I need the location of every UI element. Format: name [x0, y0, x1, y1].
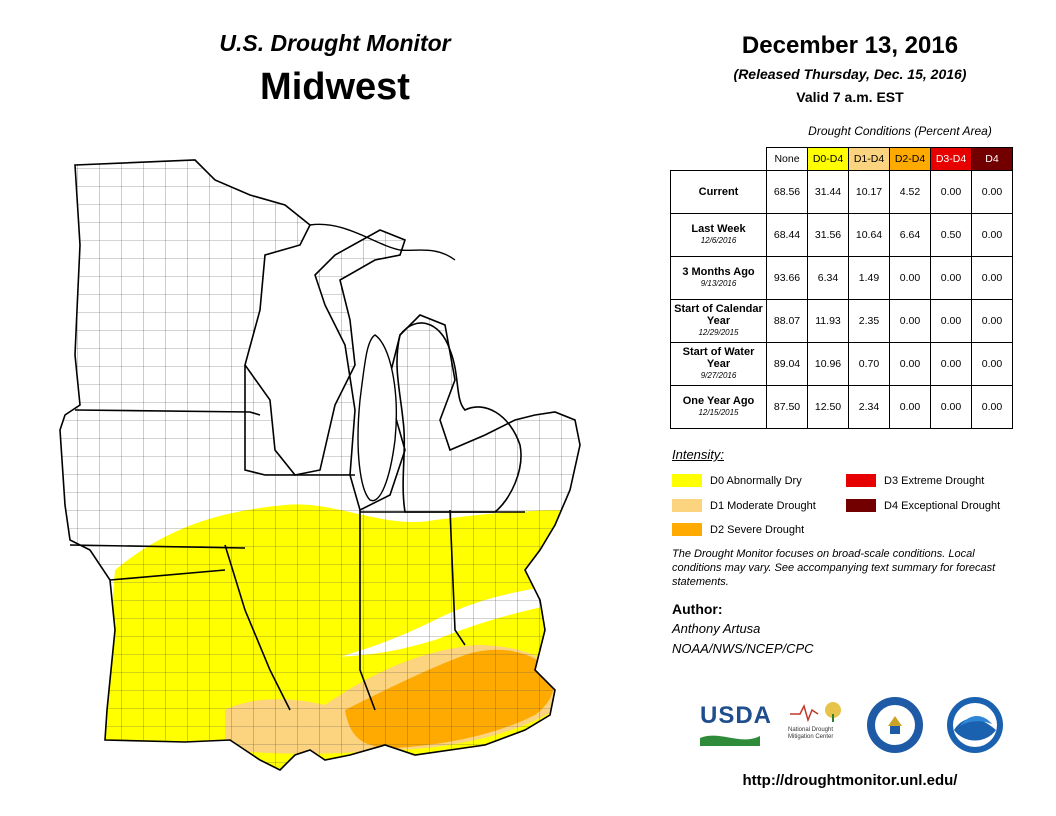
table-cell: 31.56: [807, 213, 849, 257]
table-cell: 0.00: [971, 170, 1013, 214]
column-header: D2-D4: [889, 147, 931, 171]
table-cell: 87.50: [766, 385, 808, 429]
table-cell: 2.35: [848, 299, 890, 343]
table-cell: 2.34: [848, 385, 890, 429]
legend-item-d0: D0 Abnormally Dry: [672, 474, 802, 487]
author-name: Anthony Artusa: [672, 621, 761, 636]
row-label: Start of Water Year 9/27/2016: [670, 342, 767, 386]
legend-item-d4: D4 Exceptional Drought: [846, 499, 1000, 512]
author-org: NOAA/NWS/NCEP/CPC: [672, 641, 814, 656]
drought-map: [59, 159, 581, 771]
table-cell: 0.70: [848, 342, 890, 386]
column-header: D1-D4: [848, 147, 890, 171]
drought-conditions-table: None D0-D4 D1-D4 D2-D4 D3-D4 D4 Current …: [670, 147, 1013, 429]
table-cell: 0.00: [971, 256, 1013, 300]
table-cell: 6.34: [807, 256, 849, 300]
legend-swatch: [846, 474, 876, 487]
row-label: Start of Calendar Year 12/29/2015: [670, 299, 767, 343]
table-cell: 0.00: [930, 256, 972, 300]
table-cell: 1.49: [848, 256, 890, 300]
row-label: Last Week 12/6/2016: [670, 213, 767, 257]
table-cell: 6.64: [889, 213, 931, 257]
table-cell: 68.44: [766, 213, 808, 257]
table-cell: 12.50: [807, 385, 849, 429]
table-row: Current 68.56 31.44 10.17 4.52 0.00 0.00: [670, 170, 1013, 214]
column-header: D3-D4: [930, 147, 972, 171]
legend-swatch: [672, 523, 702, 536]
map-title: U.S. Drought Monitor: [219, 30, 451, 56]
table-cell: 93.66: [766, 256, 808, 300]
table-cell: 0.00: [971, 299, 1013, 343]
legend-label: D1 Moderate Drought: [710, 499, 816, 512]
table-cell: 10.64: [848, 213, 890, 257]
usda-swoosh-icon: [700, 735, 760, 746]
table-header-row: None D0-D4 D1-D4 D2-D4 D3-D4 D4: [671, 147, 1013, 171]
disclaimer-note: The Drought Monitor focuses on broad-sca…: [672, 548, 996, 588]
legend-item-d3: D3 Extreme Drought: [846, 474, 984, 487]
author-label: Author:: [672, 601, 723, 617]
website-link[interactable]: http://droughtmonitor.unl.edu/: [742, 772, 958, 789]
legend-label: D2 Severe Drought: [710, 523, 805, 536]
table-row: One Year Ago 12/15/2015 87.50 12.50 2.34 …: [670, 385, 1013, 429]
table-cell: 0.00: [889, 342, 931, 386]
usda-logo: USDA: [700, 702, 772, 751]
table-cell: 0.50: [930, 213, 972, 257]
table-cell: 0.00: [889, 256, 931, 300]
legend-item-d2: D2 Severe Drought: [672, 523, 804, 536]
table-cell: 0.00: [889, 299, 931, 343]
ndmc-logo: National Drought Mitigation Center: [788, 700, 848, 741]
column-header: None: [766, 147, 808, 171]
table-cell: 31.44: [807, 170, 849, 214]
row-label: Current: [670, 170, 767, 214]
table-cell: 0.00: [930, 342, 972, 386]
commerce-seal-icon: [867, 697, 923, 753]
legend-label: D3 Extreme Drought: [884, 474, 985, 487]
column-header: D0-D4: [807, 147, 849, 171]
table-cell: 0.00: [971, 385, 1013, 429]
doc-seal-logo: [866, 696, 924, 759]
legend-swatch: [672, 474, 702, 487]
table-cell: 10.96: [807, 342, 849, 386]
legend-item-d1: D1 Moderate Drought: [672, 499, 816, 512]
ndmc-logo-text: National Drought Mitigation Center: [788, 727, 834, 740]
table-cell: 0.00: [971, 213, 1013, 257]
legend-label: D4 Exceptional Drought: [884, 499, 1001, 512]
legend-title: Intensity:: [672, 447, 725, 462]
table-title: Drought Conditions (Percent Area): [808, 124, 992, 138]
table-cell: 11.93: [807, 299, 849, 343]
usda-logo-text: USDA: [700, 702, 773, 729]
table-cell: 68.56: [766, 170, 808, 214]
map-date: December 13, 2016: [741, 32, 959, 59]
noaa-seal-icon: [947, 697, 1003, 753]
table-cell: 4.52: [889, 170, 931, 214]
table-row: Start of Calendar Year 12/29/2015 88.07 1…: [670, 299, 1013, 343]
tree-icon: [790, 702, 841, 723]
table-cell: 89.04: [766, 342, 808, 386]
valid-time: Valid 7 a.m. EST: [796, 89, 904, 105]
release-date: (Released Thursday, Dec. 15, 2016): [733, 66, 967, 82]
legend-swatch: [672, 499, 702, 512]
row-label: 3 Months Ago 9/13/2016: [670, 256, 767, 300]
legend-label: D0 Abnormally Dry: [710, 474, 802, 487]
table-cell: 0.00: [930, 170, 972, 214]
table-cell: 10.17: [848, 170, 890, 214]
table-cell: 0.00: [971, 342, 1013, 386]
legend-swatch: [846, 499, 876, 512]
table-row: 3 Months Ago 9/13/2016 93.66 6.34 1.49 0.…: [670, 256, 1013, 300]
table-cell: 0.00: [930, 385, 972, 429]
table-cell: 88.07: [766, 299, 808, 343]
table-row: Start of Water Year 9/27/2016 89.04 10.96…: [670, 342, 1013, 386]
table-cell: 0.00: [889, 385, 931, 429]
noaa-logo: [946, 696, 1004, 759]
column-header: D4: [971, 147, 1013, 171]
table-row: Last Week 12/6/2016 68.44 31.56 10.64 6.6…: [670, 213, 1013, 257]
region-title: Midwest: [260, 66, 410, 108]
row-label: One Year Ago 12/15/2015: [670, 385, 767, 429]
table-cell: 0.00: [930, 299, 972, 343]
